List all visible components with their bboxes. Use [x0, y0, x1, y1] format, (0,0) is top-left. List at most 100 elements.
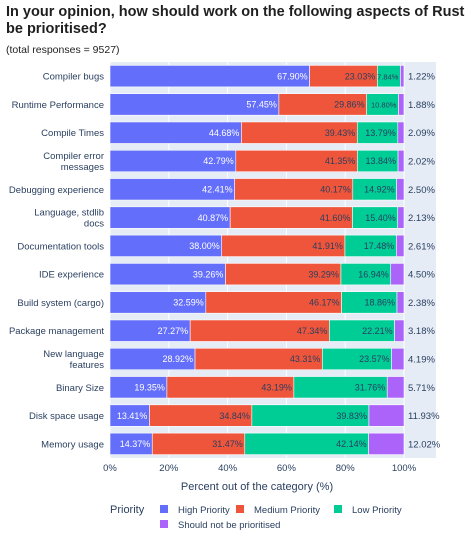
data-label: 42.79%: [203, 156, 234, 166]
y-tick-label: messages: [61, 162, 105, 173]
x-tick-label: 20%: [159, 463, 179, 474]
legend-swatch: [334, 505, 342, 513]
data-label: 29.86%: [334, 100, 365, 110]
legend-label: Low Priority: [352, 505, 402, 516]
y-tick-label: IDE experience: [39, 270, 104, 281]
data-label: 44.68%: [209, 128, 240, 138]
x-tick-label: 80%: [336, 463, 356, 474]
y-tick-label: Compile Times: [41, 128, 104, 139]
data-label: 40.17%: [320, 184, 351, 194]
data-label: 27.27%: [158, 326, 189, 336]
data-label: 32.59%: [173, 298, 204, 308]
x-tick-label: 60%: [277, 463, 297, 474]
data-label-outside: 2.09%: [408, 128, 435, 139]
y-tick-label: Compiler bugs: [43, 72, 104, 83]
data-label-outside: 4.50%: [408, 270, 435, 281]
data-label: 14.92%: [364, 184, 395, 194]
data-label-outside: 1.22%: [408, 72, 435, 83]
y-tick-label: Build system (cargo): [17, 298, 104, 309]
y-tick-label: Debugging experience: [9, 185, 104, 196]
data-label-outside: 2.50%: [408, 185, 435, 196]
data-label: 34.84%: [219, 411, 250, 421]
y-tick-label: Compiler error: [43, 151, 104, 162]
data-label: 42.14%: [336, 439, 367, 449]
data-label: 17.48%: [364, 241, 395, 251]
x-tick-label: 0%: [103, 463, 117, 474]
bar-segment: [400, 65, 405, 88]
data-label: 7.84%: [377, 72, 399, 81]
bar-segment: [397, 121, 405, 144]
data-label: 13.79%: [365, 128, 396, 138]
data-label: 23.03%: [345, 71, 376, 81]
data-label: 41.91%: [312, 241, 343, 251]
data-label-outside: 2.13%: [408, 213, 435, 224]
bar-segment: [390, 263, 405, 286]
bar-segment: [396, 178, 405, 201]
bar-segment: [391, 347, 405, 371]
y-tick-label: docs: [84, 219, 104, 230]
bar-segment: [394, 319, 405, 342]
data-label: 67.90%: [277, 71, 308, 81]
data-label: 43.31%: [290, 354, 321, 364]
legend-title: Priority: [110, 504, 145, 516]
data-label: 43.19%: [261, 382, 292, 392]
legend-swatch: [160, 505, 168, 513]
y-tick-label: Package management: [9, 326, 104, 337]
data-label-outside: 2.02%: [408, 157, 435, 168]
chart-title: In your opinion, how should work on the …: [6, 4, 465, 37]
data-label: 10.80%: [371, 101, 397, 110]
data-label: 13.41%: [117, 411, 148, 421]
data-label-outside: 11.93%: [408, 411, 440, 422]
data-label: 40.87%: [198, 213, 229, 223]
y-tick-label: Language, stdlib: [34, 208, 104, 219]
data-label: 18.86%: [364, 298, 395, 308]
y-tick-label: Documentation tools: [17, 241, 104, 252]
legend-label: High Priority: [178, 505, 230, 516]
legend-label: Should not be prioritised: [178, 520, 280, 531]
bar-segment: [368, 432, 405, 455]
data-label: 15.40%: [365, 213, 396, 223]
bar-segment: [368, 404, 405, 427]
x-tick-label: 100%: [392, 463, 417, 474]
y-tick-label: Memory usage: [41, 439, 104, 450]
data-label-outside: 5.71%: [408, 383, 435, 394]
legend-label: Medium Priority: [254, 505, 320, 516]
legend-swatch: [236, 505, 244, 513]
data-label: 19.35%: [134, 382, 165, 392]
y-tick-label: Runtime Performance: [12, 100, 104, 111]
data-label: 13.84%: [366, 156, 397, 166]
data-label: 39.26%: [193, 269, 224, 279]
data-label: 14.37%: [120, 439, 151, 449]
data-label: 31.76%: [355, 382, 386, 392]
data-label: 38.00%: [189, 241, 220, 251]
bar-segment: [386, 376, 405, 399]
data-label: 31.47%: [212, 439, 243, 449]
y-tick-label: Binary Size: [56, 383, 104, 394]
plot-background: [110, 62, 436, 458]
bar-segment: [396, 291, 405, 314]
data-label: 42.41%: [202, 184, 233, 194]
data-label: 16.94%: [358, 269, 389, 279]
y-tick-label: Disk space usage: [29, 411, 104, 422]
data-label: 39.83%: [336, 411, 367, 421]
data-label: 46.17%: [309, 298, 340, 308]
data-label-outside: 1.88%: [408, 100, 435, 111]
data-label-outside: 2.38%: [408, 298, 435, 309]
data-label: 57.45%: [246, 100, 277, 110]
data-label: 23.57%: [359, 354, 390, 364]
bar-segment: [397, 149, 405, 173]
data-label-outside: 2.61%: [408, 241, 435, 252]
y-tick-label: New language: [43, 349, 104, 360]
data-label: 28.92%: [162, 354, 193, 364]
data-label: 39.43%: [325, 128, 356, 138]
chart-subtitle: (total responses = 9527): [6, 44, 120, 56]
legend-swatch: [160, 520, 168, 528]
bar-segment: [398, 93, 405, 116]
data-label-outside: 12.02%: [408, 439, 441, 450]
data-label: 39.29%: [308, 269, 339, 279]
y-tick-label: features: [70, 360, 105, 371]
bar-segment: [396, 234, 405, 257]
data-label: 22.21%: [362, 326, 393, 336]
